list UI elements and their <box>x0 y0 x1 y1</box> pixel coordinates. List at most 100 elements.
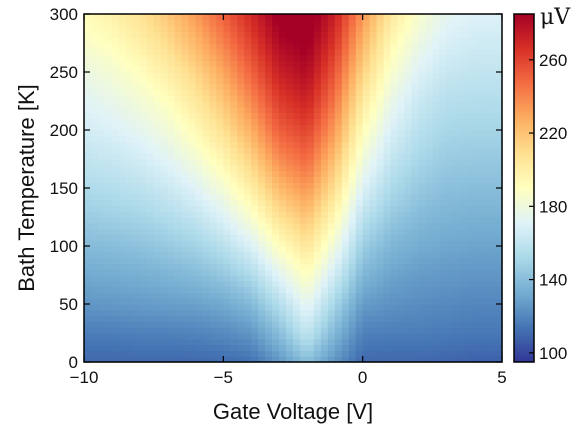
heatmap-cell <box>279 321 287 328</box>
heatmap-cell <box>111 43 120 50</box>
heatmap-cell <box>320 298 329 305</box>
heatmap-cell <box>369 234 378 241</box>
heatmap-cell <box>446 246 454 253</box>
heatmap-cell <box>84 101 92 108</box>
heatmap-cell <box>418 147 426 154</box>
heatmap-cell <box>488 356 496 363</box>
heatmap-cell <box>125 66 134 73</box>
heatmap-cell <box>369 72 378 79</box>
heatmap-cell <box>418 327 426 334</box>
heatmap-cell <box>223 251 231 259</box>
heatmap-cell <box>481 298 489 305</box>
heatmap-cell <box>279 217 287 224</box>
heatmap-cell <box>369 327 378 334</box>
heatmap-cell <box>258 286 266 293</box>
heatmap-cell <box>90 193 99 201</box>
heatmap-cell <box>404 292 413 299</box>
heatmap-cell <box>369 60 378 67</box>
heatmap-cell <box>258 83 266 90</box>
heatmap-cell <box>348 234 357 241</box>
heatmap-cell <box>146 95 155 102</box>
heatmap-cell <box>286 135 294 143</box>
heatmap-cell <box>286 159 294 166</box>
heatmap-cell <box>286 333 294 340</box>
heatmap-cell <box>348 344 357 351</box>
heatmap-cell <box>265 246 273 253</box>
heatmap-cell <box>460 350 468 357</box>
heatmap-cell <box>439 118 447 125</box>
heatmap-cell <box>313 211 322 218</box>
heatmap-cell <box>453 118 461 125</box>
heatmap-cell <box>383 298 392 305</box>
heatmap-cell <box>181 321 190 328</box>
heatmap-cell <box>230 292 238 299</box>
heatmap-cell <box>104 228 113 235</box>
heatmap-cell <box>188 292 197 299</box>
heatmap-cell <box>411 251 419 259</box>
heatmap-cell <box>90 176 99 183</box>
heatmap-cell <box>293 246 301 253</box>
heatmap-cell <box>418 176 426 183</box>
heatmap-cell <box>446 147 454 154</box>
heatmap-cell <box>279 164 287 172</box>
heatmap-cell <box>397 31 406 38</box>
heatmap-cell <box>474 31 482 38</box>
heatmap-cell <box>258 182 266 189</box>
heatmap-cell <box>146 205 155 212</box>
heatmap-cell <box>181 37 190 44</box>
heatmap-cell <box>299 95 308 102</box>
heatmap-cell <box>320 263 329 270</box>
heatmap-cell <box>355 112 364 119</box>
heatmap-cell <box>481 356 489 363</box>
heatmap-cell <box>181 298 190 305</box>
heatmap-cell <box>139 222 148 230</box>
heatmap-cell <box>104 153 113 160</box>
heatmap-cell <box>132 130 141 137</box>
heatmap-cell <box>132 333 141 340</box>
heatmap-cell <box>488 344 496 351</box>
heatmap-cell <box>188 350 197 357</box>
heatmap-cell <box>327 286 336 293</box>
heatmap-cell <box>293 350 301 357</box>
heatmap-cell <box>230 176 238 183</box>
heatmap-cell <box>355 315 364 322</box>
heatmap-cell <box>404 309 413 317</box>
heatmap-cell <box>272 19 280 27</box>
heatmap-cell <box>467 298 475 305</box>
heatmap-cell <box>167 286 176 293</box>
heatmap-cell <box>97 170 106 177</box>
heatmap-cell <box>167 315 176 322</box>
heatmap-cell <box>230 246 238 253</box>
heatmap-cell <box>132 106 141 114</box>
heatmap-cell <box>216 298 224 305</box>
heatmap-cell <box>230 338 238 346</box>
heatmap-cell <box>90 234 99 241</box>
heatmap-cell <box>286 269 294 276</box>
heatmap-cell <box>299 25 308 32</box>
heatmap-cell <box>293 153 301 160</box>
heatmap-cell <box>195 344 204 351</box>
heatmap-cell <box>327 356 336 363</box>
heatmap-cell <box>202 72 210 79</box>
heatmap-cell <box>348 112 357 119</box>
heatmap-cell <box>195 263 204 270</box>
heatmap-cell <box>334 83 343 90</box>
heatmap-cell <box>481 106 489 114</box>
heatmap-cell <box>446 124 454 131</box>
heatmap-cell <box>299 292 308 299</box>
heatmap-cell <box>453 193 461 201</box>
heatmap-cell <box>460 43 468 50</box>
heatmap-cell <box>104 101 113 108</box>
heatmap-cell <box>425 263 433 270</box>
heatmap-cell <box>174 83 183 90</box>
heatmap-cell <box>327 327 336 334</box>
heatmap-cell <box>181 205 190 212</box>
heatmap-cell <box>111 275 120 282</box>
heatmap-cell <box>146 60 155 67</box>
heatmap-cell <box>481 95 489 102</box>
heatmap-cell <box>397 251 406 259</box>
heatmap-cell <box>418 124 426 131</box>
heatmap-cell <box>251 95 259 102</box>
heatmap-cell <box>111 286 120 293</box>
heatmap-cell <box>390 66 399 73</box>
